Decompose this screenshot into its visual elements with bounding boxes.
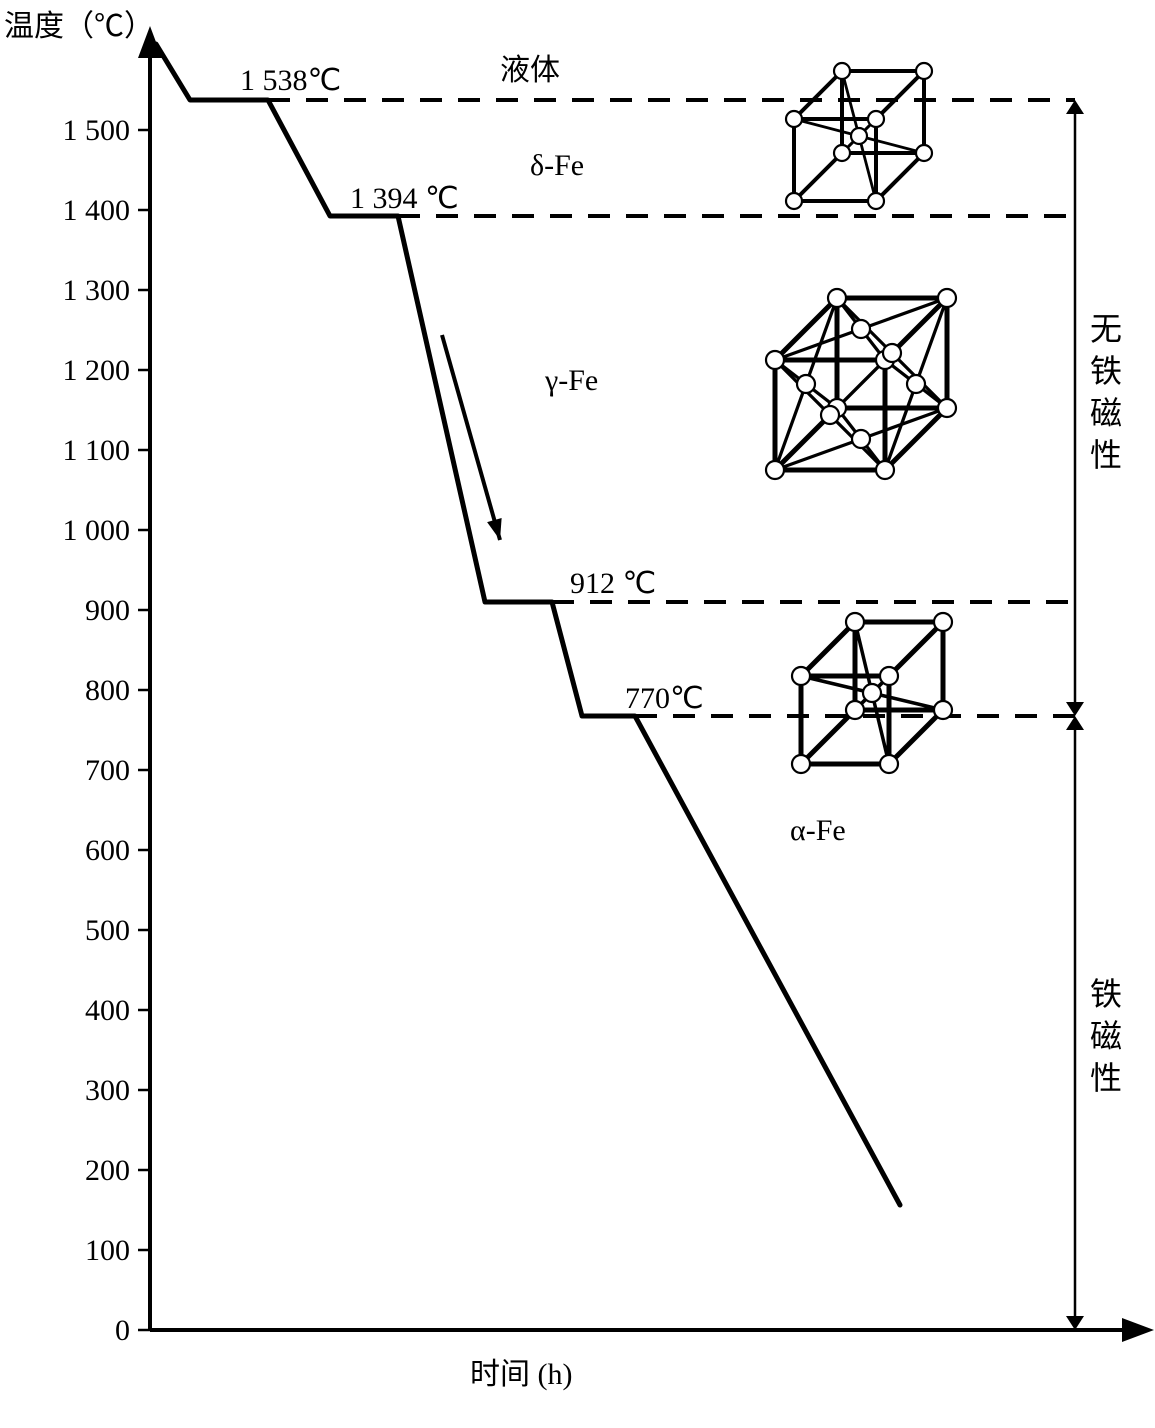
magnetic-label: 无 <box>1090 311 1122 347</box>
x-axis-title: 时间 (h) <box>470 1358 572 1391</box>
diagram-svg: 0 100 200 300 400 500 600 700 800 900 1 000 1 100 1 … <box>0 0 1155 1428</box>
temperature-annotation: 1 394 ℃ <box>350 182 459 215</box>
lattice-fcc-gamma <box>766 289 956 479</box>
y-tick-label: 700 <box>85 754 130 787</box>
cooling-curve-diagram: 0 100 200 300 400 500 600 700 800 900 1 000 1 100 1 … <box>0 0 1155 1428</box>
magnetic-label: 铁 <box>1090 976 1122 1012</box>
temperature-annotation: 770℃ <box>625 682 704 715</box>
y-tick-label: 200 <box>85 1154 130 1187</box>
magnetic-label: 磁 <box>1090 1018 1122 1054</box>
cooling-curve <box>156 44 900 1205</box>
magnetic-label: 性 <box>1090 1060 1122 1096</box>
lattice-bcc-delta <box>786 63 932 209</box>
y-tick-label: 500 <box>85 914 130 947</box>
y-tick-label: 0 <box>115 1314 130 1347</box>
temperature-annotation: 1 538℃ <box>240 64 341 97</box>
phase-label: γ-Fe <box>544 364 598 397</box>
magnetic-label: 磁 <box>1090 395 1122 431</box>
phase-label: α-Fe <box>790 814 846 847</box>
y-tick-label: 300 <box>85 1074 130 1107</box>
y-tick-label: 1 100 <box>63 434 131 467</box>
y-tick-label: 800 <box>85 674 130 707</box>
lattice-bcc-alpha <box>792 613 952 773</box>
phase-label: δ-Fe <box>530 149 584 182</box>
y-tick-label: 1 200 <box>63 354 131 387</box>
magnetic-label: 性 <box>1090 437 1122 473</box>
y-tick-label: 1 300 <box>63 274 131 307</box>
magnetic-label: 铁 <box>1090 353 1122 389</box>
y-tick-label: 400 <box>85 994 130 1027</box>
y-tick-label: 100 <box>85 1234 130 1267</box>
phase-label: 液体 <box>500 54 560 87</box>
y-axis-title: 温度（℃） <box>4 10 154 43</box>
y-tick-label: 1 500 <box>63 114 131 147</box>
temperature-annotation: 912 ℃ <box>570 567 656 600</box>
y-tick-label: 1 400 <box>63 194 131 227</box>
y-tick-label: 1 000 <box>63 514 131 547</box>
y-tick-label: 600 <box>85 834 130 867</box>
y-tick-label: 900 <box>85 594 130 627</box>
